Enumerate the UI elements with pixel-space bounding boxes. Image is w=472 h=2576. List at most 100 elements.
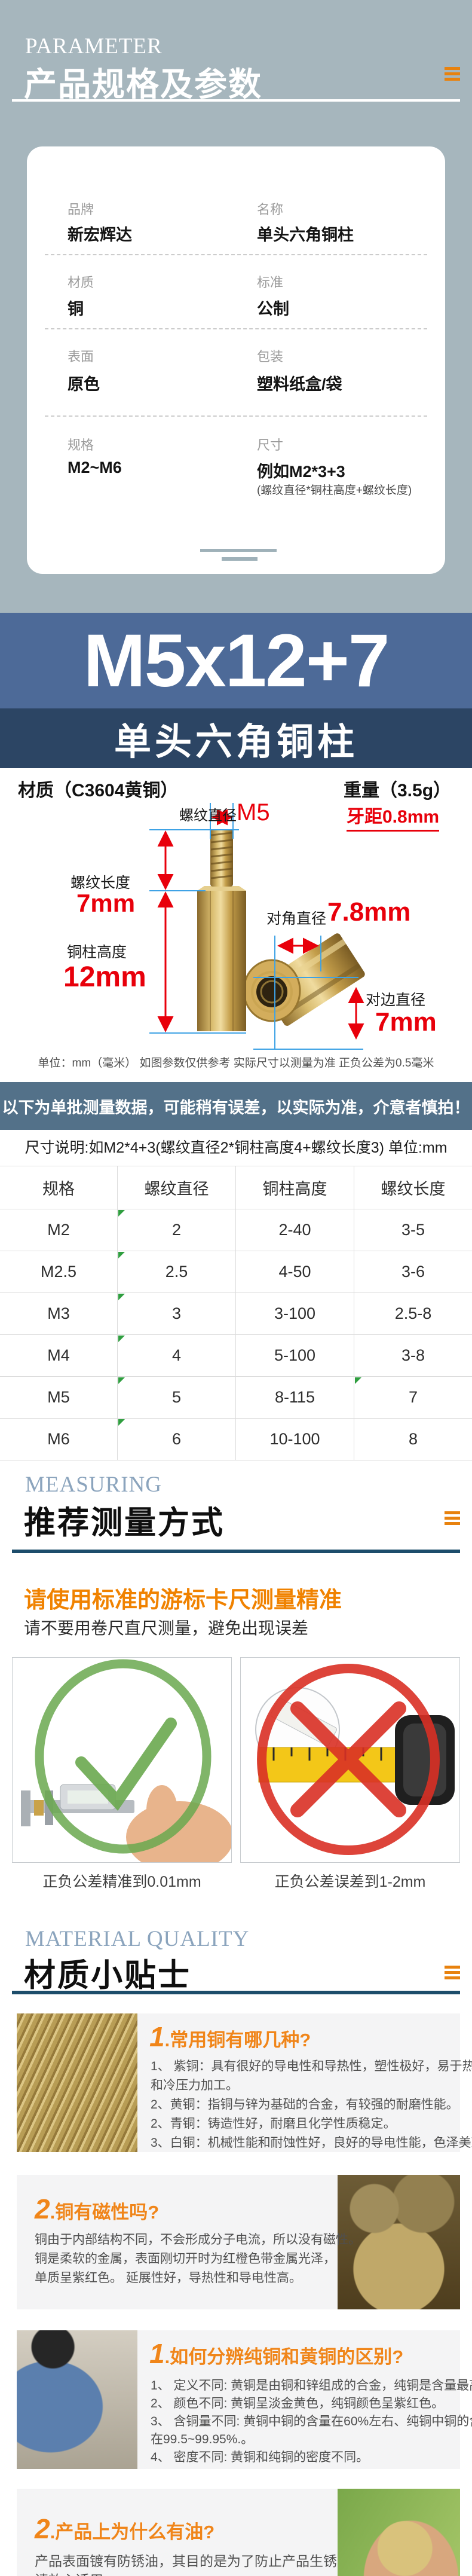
table-caption: 尺寸说明:如M2*4+3(螺纹直径2*铜柱高度4+螺纹长度3) 单位:mm (0, 1130, 472, 1166)
column-header: 规格 (0, 1166, 118, 1209)
flat-diameter-label: 对边直径 (366, 992, 426, 1009)
column-header: 螺纹长度 (381, 1180, 446, 1198)
photo-caption: 正负公差误差到1-2mm (274, 1874, 426, 1890)
table-cell: 3-8 (401, 1346, 425, 1364)
tip-card-copper-types: 1.常用铜有哪几种? 1、 紫铜：具有很好的导电性和导热性，塑性极好，易于热压 … (17, 2013, 472, 2152)
table-cell: 5-100 (236, 1335, 354, 1376)
caliper-photo (12, 1657, 234, 1873)
spec-value: M2~M6 (68, 459, 122, 476)
table-cell: M2.5 (0, 1251, 118, 1292)
table-cell: 4 (118, 1335, 236, 1376)
tip-line: 产品表面镀有防锈油，其目的是为了防止产品生锈 (35, 2553, 337, 2569)
table-cell: M3 (0, 1293, 118, 1334)
table-header-row: 规格 螺纹直径 铜柱高度 螺纹长度 (0, 1166, 472, 1209)
table-cell: M6 (0, 1419, 118, 1460)
spec-label: 尺寸 (257, 438, 284, 453)
table-cell: 5 (118, 1377, 236, 1418)
caliper-check-illustration (21, 1659, 234, 1873)
tip-line: 在99.5~99.95%.。 (151, 2433, 254, 2446)
product-name-banner: 单头六角铜柱 (0, 708, 472, 768)
section-eyebrow: PARAMETER (25, 34, 163, 59)
tip-card-magnetism: 2.铜有磁性吗? 铜由于内部结构不同，不会形成分子电流，所以没有磁性。 铜是柔软… (17, 2175, 460, 2309)
table-cell: 2.5-8 (394, 1304, 432, 1322)
body-height-label: 铜柱高度 (67, 944, 127, 961)
tip-number: 2 (35, 2193, 50, 2224)
cell-text: 2 (171, 1221, 182, 1239)
tip-line: 2、 颜色不同: 黄铜呈淡金黄色，纯铜颜色呈紫红色。 (151, 2397, 445, 2410)
product-name: 单头六角铜柱 (114, 722, 358, 763)
cell-text: 3 (171, 1304, 182, 1322)
card-handle (200, 549, 277, 552)
thread-diameter-value: M5 (237, 799, 270, 826)
thread-ring (260, 980, 284, 1004)
column-header: 铜柱高度 (236, 1166, 354, 1209)
cell-text: 2.5 (165, 1263, 188, 1281)
divider (12, 1550, 460, 1553)
notice-strip: 以下为单批测量数据，可能稍有误差，以实际为准，介意者慎拍！ (0, 1082, 472, 1130)
spec-value: 原色 (68, 375, 100, 393)
table-cell: 3-100 (236, 1293, 354, 1334)
table-cell: 4-50 (236, 1251, 354, 1292)
tip-line: 1、 定义不同: 黄铜是由铜和锌组成的合金，纯铜是含量最高的铜。 (151, 2379, 472, 2392)
cell-corner-mark (118, 1294, 125, 1300)
cell-text: 7 (408, 1388, 418, 1406)
inspection-worker-photo (17, 2330, 137, 2469)
spec-value: 新宏辉达 (68, 226, 132, 244)
cell-text: 5 (171, 1388, 182, 1406)
table-cell: 2-40 (236, 1209, 354, 1251)
section-title: 材质小贴士 (24, 1958, 191, 1993)
divider (45, 415, 427, 417)
cell-corner-mark (118, 1377, 125, 1384)
cell-text: 4 (171, 1346, 182, 1364)
table-cell: M2 (0, 1209, 118, 1251)
hand-with-parts-photo (338, 2489, 460, 2576)
page-title: 产品规格及参数 (24, 66, 263, 103)
menu-icon-bar (445, 1976, 460, 1979)
tip-line: 请放心适用。 (35, 2569, 117, 2576)
menu-icon-bar (445, 1966, 460, 1969)
tip-line: 铜由于内部结构不同，不会形成分子电流，所以没有磁性。 (35, 2233, 361, 2247)
dimension-arrows (157, 809, 364, 1040)
table-row: M4 4 5-100 3-8 (0, 1335, 472, 1377)
divider (45, 254, 427, 255)
spec-card: 品牌 名称 新宏辉达 单头六角铜柱 材质 标准 铜 公制 表面 包装 原色 塑料… (27, 146, 445, 574)
spec-value-note: (螺纹直径*铜柱高度+螺纹长度) (257, 484, 412, 497)
table-cell: 10-100 (236, 1419, 354, 1460)
divider (12, 1991, 460, 1994)
thread-length-label: 螺纹长度 (71, 875, 131, 891)
table-cell: M5 (0, 1377, 118, 1418)
standoff-bevel (197, 886, 246, 891)
spec-value: 例如M2*3+3 (257, 463, 345, 481)
tip-number: 2 (35, 2513, 50, 2544)
menu-icon-bar (445, 72, 460, 75)
cell-corner-mark (118, 1419, 125, 1426)
standoff-body (197, 891, 246, 1031)
table-row: M5 5 8-115 7 (0, 1377, 472, 1419)
tip-line: 3、白铜：机械性能和耐蚀性好，良好的导电性能，色泽美观。 (151, 2136, 472, 2150)
tape-measure-photo (240, 1657, 460, 1863)
menu-icon-bar (445, 1522, 460, 1525)
card-handle (222, 557, 258, 561)
photo-caption: 正负公差精准到0.01mm (42, 1874, 201, 1890)
thread-length-value: 7mm (76, 889, 136, 917)
tip-title: .产品上为什么有油? (50, 2522, 215, 2543)
tape-cross-illustration (255, 1664, 455, 1855)
menu-icon-bar (445, 1971, 460, 1974)
reference-lines (149, 803, 363, 1050)
tip-heading: 1.常用铜有哪几种? (149, 2021, 311, 2053)
tip-line: 4、 密度不同: 黄铜和纯铜的密度不同。 (151, 2450, 369, 2464)
thread-diameter-label: 螺纹直径M5 (179, 799, 270, 826)
table-cell: 3-6 (401, 1263, 425, 1281)
table-cell: 2 (118, 1209, 236, 1251)
table-row: M6 6 10-100 8 (0, 1419, 472, 1460)
spec-value: 铜 (68, 300, 84, 318)
diagonal-diameter-label: 对角直径 (266, 910, 327, 927)
menu-icon (445, 67, 460, 83)
table-row: M2.5 2.5 4-50 3-6 (0, 1251, 472, 1293)
threaded-stud (210, 829, 233, 887)
tip-number: 1 (149, 2338, 165, 2369)
menu-icon-bar (445, 78, 460, 81)
table-row: M2 2 2-40 3-5 (0, 1209, 472, 1251)
spec-label: 品牌 (68, 202, 94, 217)
